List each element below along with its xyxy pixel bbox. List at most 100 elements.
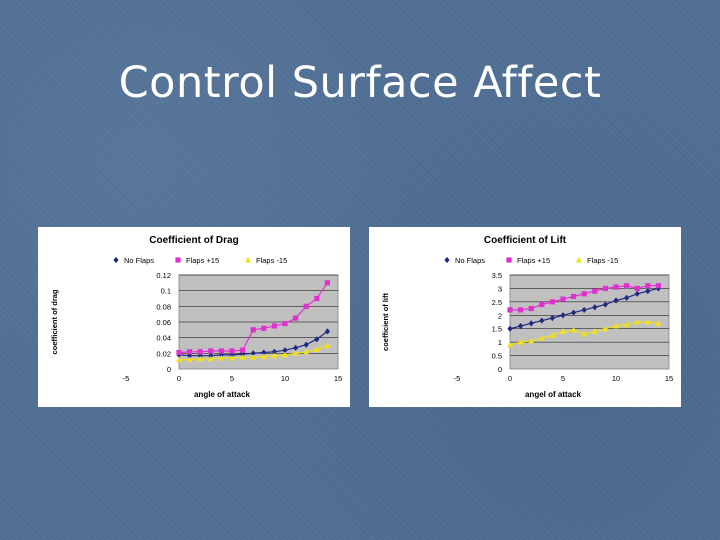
drag-point-0-13 bbox=[314, 336, 320, 343]
drag-point-1-1 bbox=[187, 349, 193, 355]
lift-point-0-10 bbox=[613, 297, 619, 304]
drag-legend-marker-2 bbox=[244, 256, 252, 263]
lift-point-0-13 bbox=[645, 288, 651, 295]
lift-xtick-3: 10 bbox=[612, 374, 620, 383]
lift-point-0-5 bbox=[560, 312, 566, 319]
drag-ylabel: coefficient of drag bbox=[50, 289, 59, 354]
lift-point-2-8 bbox=[591, 328, 598, 334]
drag-ytick-5: 0.1 bbox=[161, 287, 171, 296]
drag-point-1-6 bbox=[240, 347, 246, 353]
lift-ytick-2: 1 bbox=[498, 338, 502, 347]
lift-point-1-12 bbox=[634, 285, 640, 292]
lift-legend-label-2: Flaps -15 bbox=[587, 256, 618, 265]
lift-legend-marker-0 bbox=[444, 256, 450, 264]
drag-ytick-2: 0.04 bbox=[156, 334, 171, 343]
drag-legend-label-1: Flaps +15 bbox=[186, 256, 219, 265]
lift-point-2-12 bbox=[634, 318, 641, 325]
lift-xtick-0: -5 bbox=[454, 374, 461, 383]
lift-ytick-7: 3.5 bbox=[492, 271, 502, 280]
lift-point-2-2 bbox=[528, 337, 535, 344]
lift-point-1-2 bbox=[528, 305, 534, 312]
drag-point-2-10 bbox=[281, 351, 289, 358]
drag-point-2-5 bbox=[228, 354, 236, 361]
lift-point-0-8 bbox=[592, 304, 598, 311]
lift-point-1-4 bbox=[549, 299, 555, 305]
drag-point-2-7 bbox=[250, 354, 257, 360]
lift-legend-marker-2 bbox=[575, 256, 583, 263]
lift-point-2-4 bbox=[549, 332, 556, 339]
drag-chart: Coefficient of Drag No Flaps Flaps +15 Flap… bbox=[38, 227, 350, 407]
drag-point-2-11 bbox=[292, 350, 299, 356]
lift-point-1-8 bbox=[592, 288, 598, 294]
drag-point-2-8 bbox=[260, 353, 267, 360]
lift-chart-svg: Coefficient of Lift No Flaps Flaps +15 Flap… bbox=[381, 235, 673, 399]
drag-ytick-3: 0.06 bbox=[156, 318, 171, 327]
lift-ytick-5: 2.5 bbox=[492, 298, 502, 307]
lift-point-1-9 bbox=[602, 285, 608, 292]
slide-title: Control Surface Affect bbox=[118, 58, 602, 108]
lift-point-1-3 bbox=[539, 301, 545, 308]
drag-point-2-9 bbox=[271, 352, 278, 359]
drag-point-1-10 bbox=[282, 320, 288, 327]
drag-xtick-0: -5 bbox=[123, 374, 130, 383]
drag-legend-label-2: Flaps -15 bbox=[256, 256, 287, 265]
drag-point-2-2 bbox=[197, 355, 204, 362]
drag-point-2-4 bbox=[218, 354, 225, 361]
lift-legend-label-0: No Flaps bbox=[455, 256, 485, 265]
lift-point-2-5 bbox=[559, 328, 567, 334]
lift-point-0-14 bbox=[655, 285, 661, 292]
lift-point-1-1 bbox=[518, 307, 524, 313]
drag-point-1-12 bbox=[303, 303, 309, 309]
lift-ytick-3: 1.5 bbox=[492, 325, 502, 334]
lift-point-1-13 bbox=[645, 283, 651, 289]
drag-legend-label-0: No Flaps bbox=[124, 256, 154, 265]
lift-point-2-3 bbox=[538, 335, 545, 341]
drag-xtick-4: 15 bbox=[334, 374, 342, 383]
lift-point-1-6 bbox=[571, 293, 577, 300]
drag-ytick-1: 0.02 bbox=[156, 349, 171, 358]
drag-point-2-14 bbox=[324, 342, 331, 349]
lift-xlabel: angel of attack bbox=[525, 390, 582, 399]
drag-point-2-12 bbox=[303, 348, 310, 355]
drag-point-1-2 bbox=[197, 349, 203, 355]
lift-point-2-9 bbox=[602, 325, 609, 332]
drag-point-2-13 bbox=[313, 346, 320, 353]
drag-point-0-14 bbox=[324, 328, 330, 335]
lift-point-2-14 bbox=[655, 320, 662, 326]
lift-point-2-1 bbox=[517, 339, 524, 345]
lift-xtick-4: 15 bbox=[665, 374, 673, 383]
lift-point-1-14 bbox=[655, 283, 661, 289]
drag-point-2-0 bbox=[175, 356, 183, 363]
lift-point-1-0 bbox=[507, 307, 513, 313]
lift-legend-label-1: Flaps +15 bbox=[517, 256, 550, 265]
lift-point-0-11 bbox=[624, 294, 630, 301]
lift-ytick-1: 0.5 bbox=[492, 352, 502, 361]
lift-ylabel: coefficient of lift bbox=[381, 293, 390, 351]
drag-xlabel: angle of attack bbox=[194, 390, 251, 399]
lift-point-1-5 bbox=[560, 296, 566, 302]
drag-point-1-4 bbox=[218, 348, 224, 354]
drag-point-0-11 bbox=[293, 344, 299, 351]
drag-point-0-10 bbox=[282, 347, 288, 354]
drag-point-1-5 bbox=[229, 348, 235, 354]
drag-xtick-1: 0 bbox=[177, 374, 181, 383]
lift-point-1-11 bbox=[624, 283, 630, 289]
lift-ytick-6: 3 bbox=[498, 284, 502, 293]
drag-point-2-3 bbox=[207, 355, 214, 362]
lift-legend-marker-1 bbox=[506, 257, 512, 263]
drag-point-1-7 bbox=[250, 327, 256, 333]
drag-point-1-13 bbox=[314, 295, 320, 302]
lift-point-2-0 bbox=[506, 341, 514, 348]
drag-xtick-2: 5 bbox=[230, 374, 234, 383]
drag-title: Coefficient of Drag bbox=[149, 235, 238, 246]
lift-ytick-4: 2 bbox=[498, 311, 502, 320]
drag-point-2-1 bbox=[186, 356, 193, 363]
lift-point-2-10 bbox=[612, 322, 620, 329]
drag-point-1-3 bbox=[208, 348, 214, 354]
drag-point-1-14 bbox=[324, 280, 330, 286]
lift-chart: Coefficient of Lift No Flaps Flaps +15 Flap… bbox=[369, 227, 681, 407]
lift-ytick-0: 0 bbox=[498, 365, 502, 374]
drag-point-2-6 bbox=[239, 354, 246, 360]
lift-point-2-6 bbox=[570, 326, 577, 333]
lift-point-0-0 bbox=[507, 325, 513, 332]
